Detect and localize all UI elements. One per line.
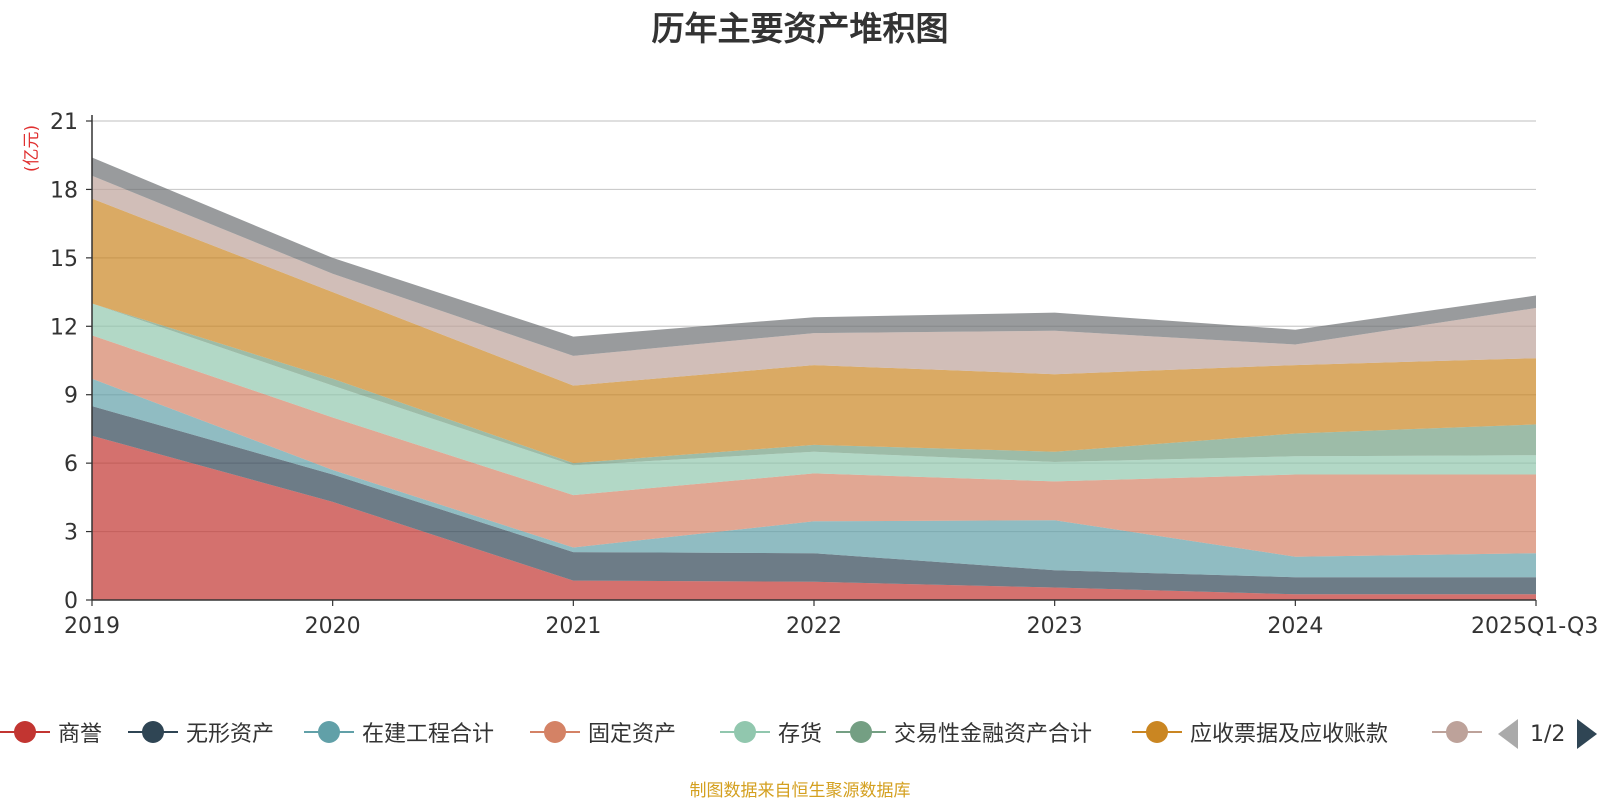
chart-title: 历年主要资产堆积图	[651, 9, 949, 48]
y-tick-label: 15	[50, 247, 78, 272]
legend: 商誉 无形资产 在建工程合计 固定资产 存货 交易性金融资产合计 应收票据及应收账款	[0, 712, 1600, 752]
axes: 0 3 6 9 12 15 18 21 2019 2020 2021 2022 2023 2024 2025…	[50, 110, 1598, 639]
x-tick-label: 2021	[545, 614, 601, 639]
x-tick-label: 2025Q1-Q3	[1471, 614, 1598, 639]
legend-prev-page-icon[interactable]	[1498, 719, 1518, 749]
x-tick-label: 2023	[1027, 614, 1083, 639]
legend-marker-icon	[836, 718, 886, 746]
y-tick-label: 6	[64, 452, 78, 477]
legend-label: 交易性金融资产合计	[894, 722, 1093, 747]
legend-page-indicator: 1/2	[1530, 721, 1566, 747]
y-tick-label: 3	[64, 521, 78, 546]
y-tick-label: 12	[50, 315, 78, 340]
area-series-5[interactable]	[92, 303, 1536, 496]
area-series-6[interactable]	[92, 303, 1536, 466]
y-tick-label: 21	[50, 110, 78, 135]
area-series-3[interactable]	[92, 378, 1536, 578]
legend-item[interactable]: 固定资产	[530, 712, 676, 752]
y-tick-label: 0	[64, 589, 78, 614]
area-series-group	[92, 157, 1536, 600]
legend-marker-icon	[530, 718, 580, 746]
legend-label: 商誉	[58, 722, 103, 747]
legend-item[interactable]: 无形资产	[128, 712, 274, 752]
legend-label: 存货	[778, 722, 823, 747]
legend-item[interactable]: 应收票据及应收账款	[1132, 712, 1388, 752]
area-series-9[interactable]	[92, 157, 1536, 356]
y-tick-label: 18	[50, 178, 78, 203]
legend-next-page-icon[interactable]	[1577, 719, 1598, 749]
legend-label: 固定资产	[588, 722, 677, 747]
legend-label: 无形资产	[186, 722, 275, 747]
legend-label: 应收票据及应收账款	[1190, 722, 1389, 747]
area-series-4[interactable]	[92, 335, 1536, 557]
area-series-1[interactable]	[92, 435, 1536, 600]
area-series-8[interactable]	[92, 175, 1536, 386]
legend-marker-icon	[304, 718, 354, 746]
x-tick-label: 2020	[305, 614, 361, 639]
legend-marker-icon	[128, 718, 178, 746]
x-tick-label: 2022	[786, 614, 842, 639]
area-series-7[interactable]	[92, 198, 1536, 464]
legend-item[interactable]: 在建工程合计	[304, 712, 494, 752]
y-tick-label: 9	[64, 384, 78, 409]
area-series-2[interactable]	[92, 406, 1536, 595]
legend-item[interactable]: 交易性金融资产合计	[836, 712, 1092, 752]
legend-item[interactable]: 商誉	[0, 712, 102, 752]
legend-item[interactable]: 存货	[720, 712, 822, 752]
legend-pager: 1/2	[1498, 716, 1598, 752]
legend-marker-icon	[720, 718, 770, 746]
legend-label: 在建工程合计	[362, 722, 495, 747]
legend-item[interactable]	[1432, 712, 1490, 752]
legend-marker-icon	[1432, 718, 1482, 746]
data-source-note: 制图数据来自恒生聚源数据库	[689, 781, 911, 801]
x-tick-label: 2024	[1267, 614, 1323, 639]
legend-marker-icon	[1132, 718, 1182, 746]
legend-marker-icon	[0, 718, 50, 746]
stacked-area-plot: 0 3 6 9 12 15 18 21 2019 2020 2021 2022 2023 2024 2025…	[50, 110, 1598, 639]
x-tick-label: 2019	[64, 614, 120, 639]
